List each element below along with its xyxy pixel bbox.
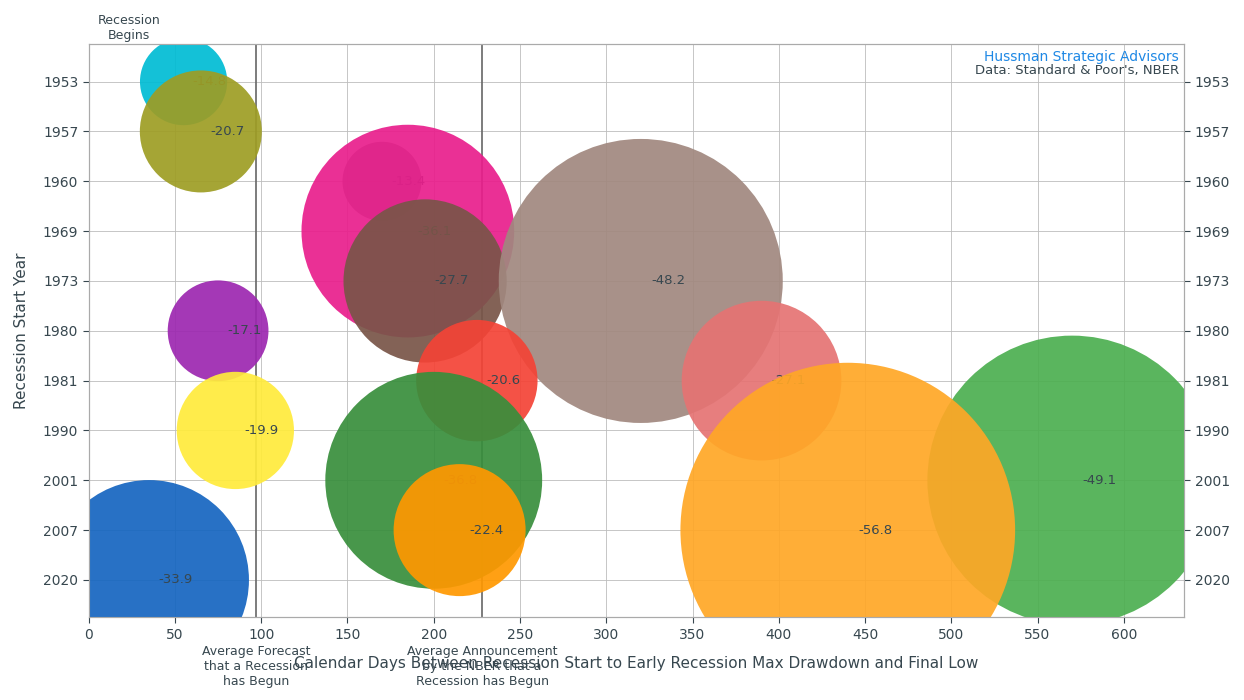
X-axis label: Calendar Days Between Recession Start to Early Recession Max Drawdown and Final : Calendar Days Between Recession Start to… xyxy=(295,656,979,671)
Text: Hussman Strategic Advisors: Hussman Strategic Advisors xyxy=(984,50,1179,64)
Point xyxy=(190,126,210,137)
Text: -14.8: -14.8 xyxy=(193,75,226,88)
Text: -27.1: -27.1 xyxy=(771,374,805,387)
Point xyxy=(424,475,444,486)
Text: Average Forecast
that a Recession
has Begun: Average Forecast that a Recession has Be… xyxy=(202,645,310,687)
Text: -36.1: -36.1 xyxy=(418,225,452,237)
Point xyxy=(466,375,486,386)
Text: -33.9: -33.9 xyxy=(159,573,193,587)
Point xyxy=(225,425,245,436)
Point xyxy=(751,375,771,386)
Text: -48.2: -48.2 xyxy=(651,274,685,288)
Text: -27.7: -27.7 xyxy=(434,274,469,288)
Text: -36.8: -36.8 xyxy=(444,474,478,486)
Point xyxy=(174,76,194,88)
Y-axis label: Recession Start Year: Recession Start Year xyxy=(14,253,29,409)
Text: Recession
Begins: Recession Begins xyxy=(97,14,160,42)
Text: -20.7: -20.7 xyxy=(210,125,244,138)
Text: -56.8: -56.8 xyxy=(858,524,893,537)
Point xyxy=(449,524,469,536)
Text: Data: Standard & Poor's, NBER: Data: Standard & Poor's, NBER xyxy=(974,64,1179,77)
Text: -13.4: -13.4 xyxy=(391,175,425,188)
Text: -19.9: -19.9 xyxy=(245,424,279,437)
Point xyxy=(837,524,857,536)
Point xyxy=(208,326,228,337)
Text: -22.4: -22.4 xyxy=(469,524,503,537)
Point xyxy=(398,225,418,237)
Text: -17.1: -17.1 xyxy=(228,324,261,337)
Text: Average Announcement
by the NBER that a
Recession has Begun: Average Announcement by the NBER that a … xyxy=(407,645,557,687)
Text: -49.1: -49.1 xyxy=(1082,474,1117,486)
Text: -20.6: -20.6 xyxy=(486,374,520,387)
Point xyxy=(372,176,392,187)
Point xyxy=(631,275,651,286)
Point xyxy=(139,575,159,586)
Point xyxy=(1062,475,1082,486)
Point xyxy=(415,275,435,286)
